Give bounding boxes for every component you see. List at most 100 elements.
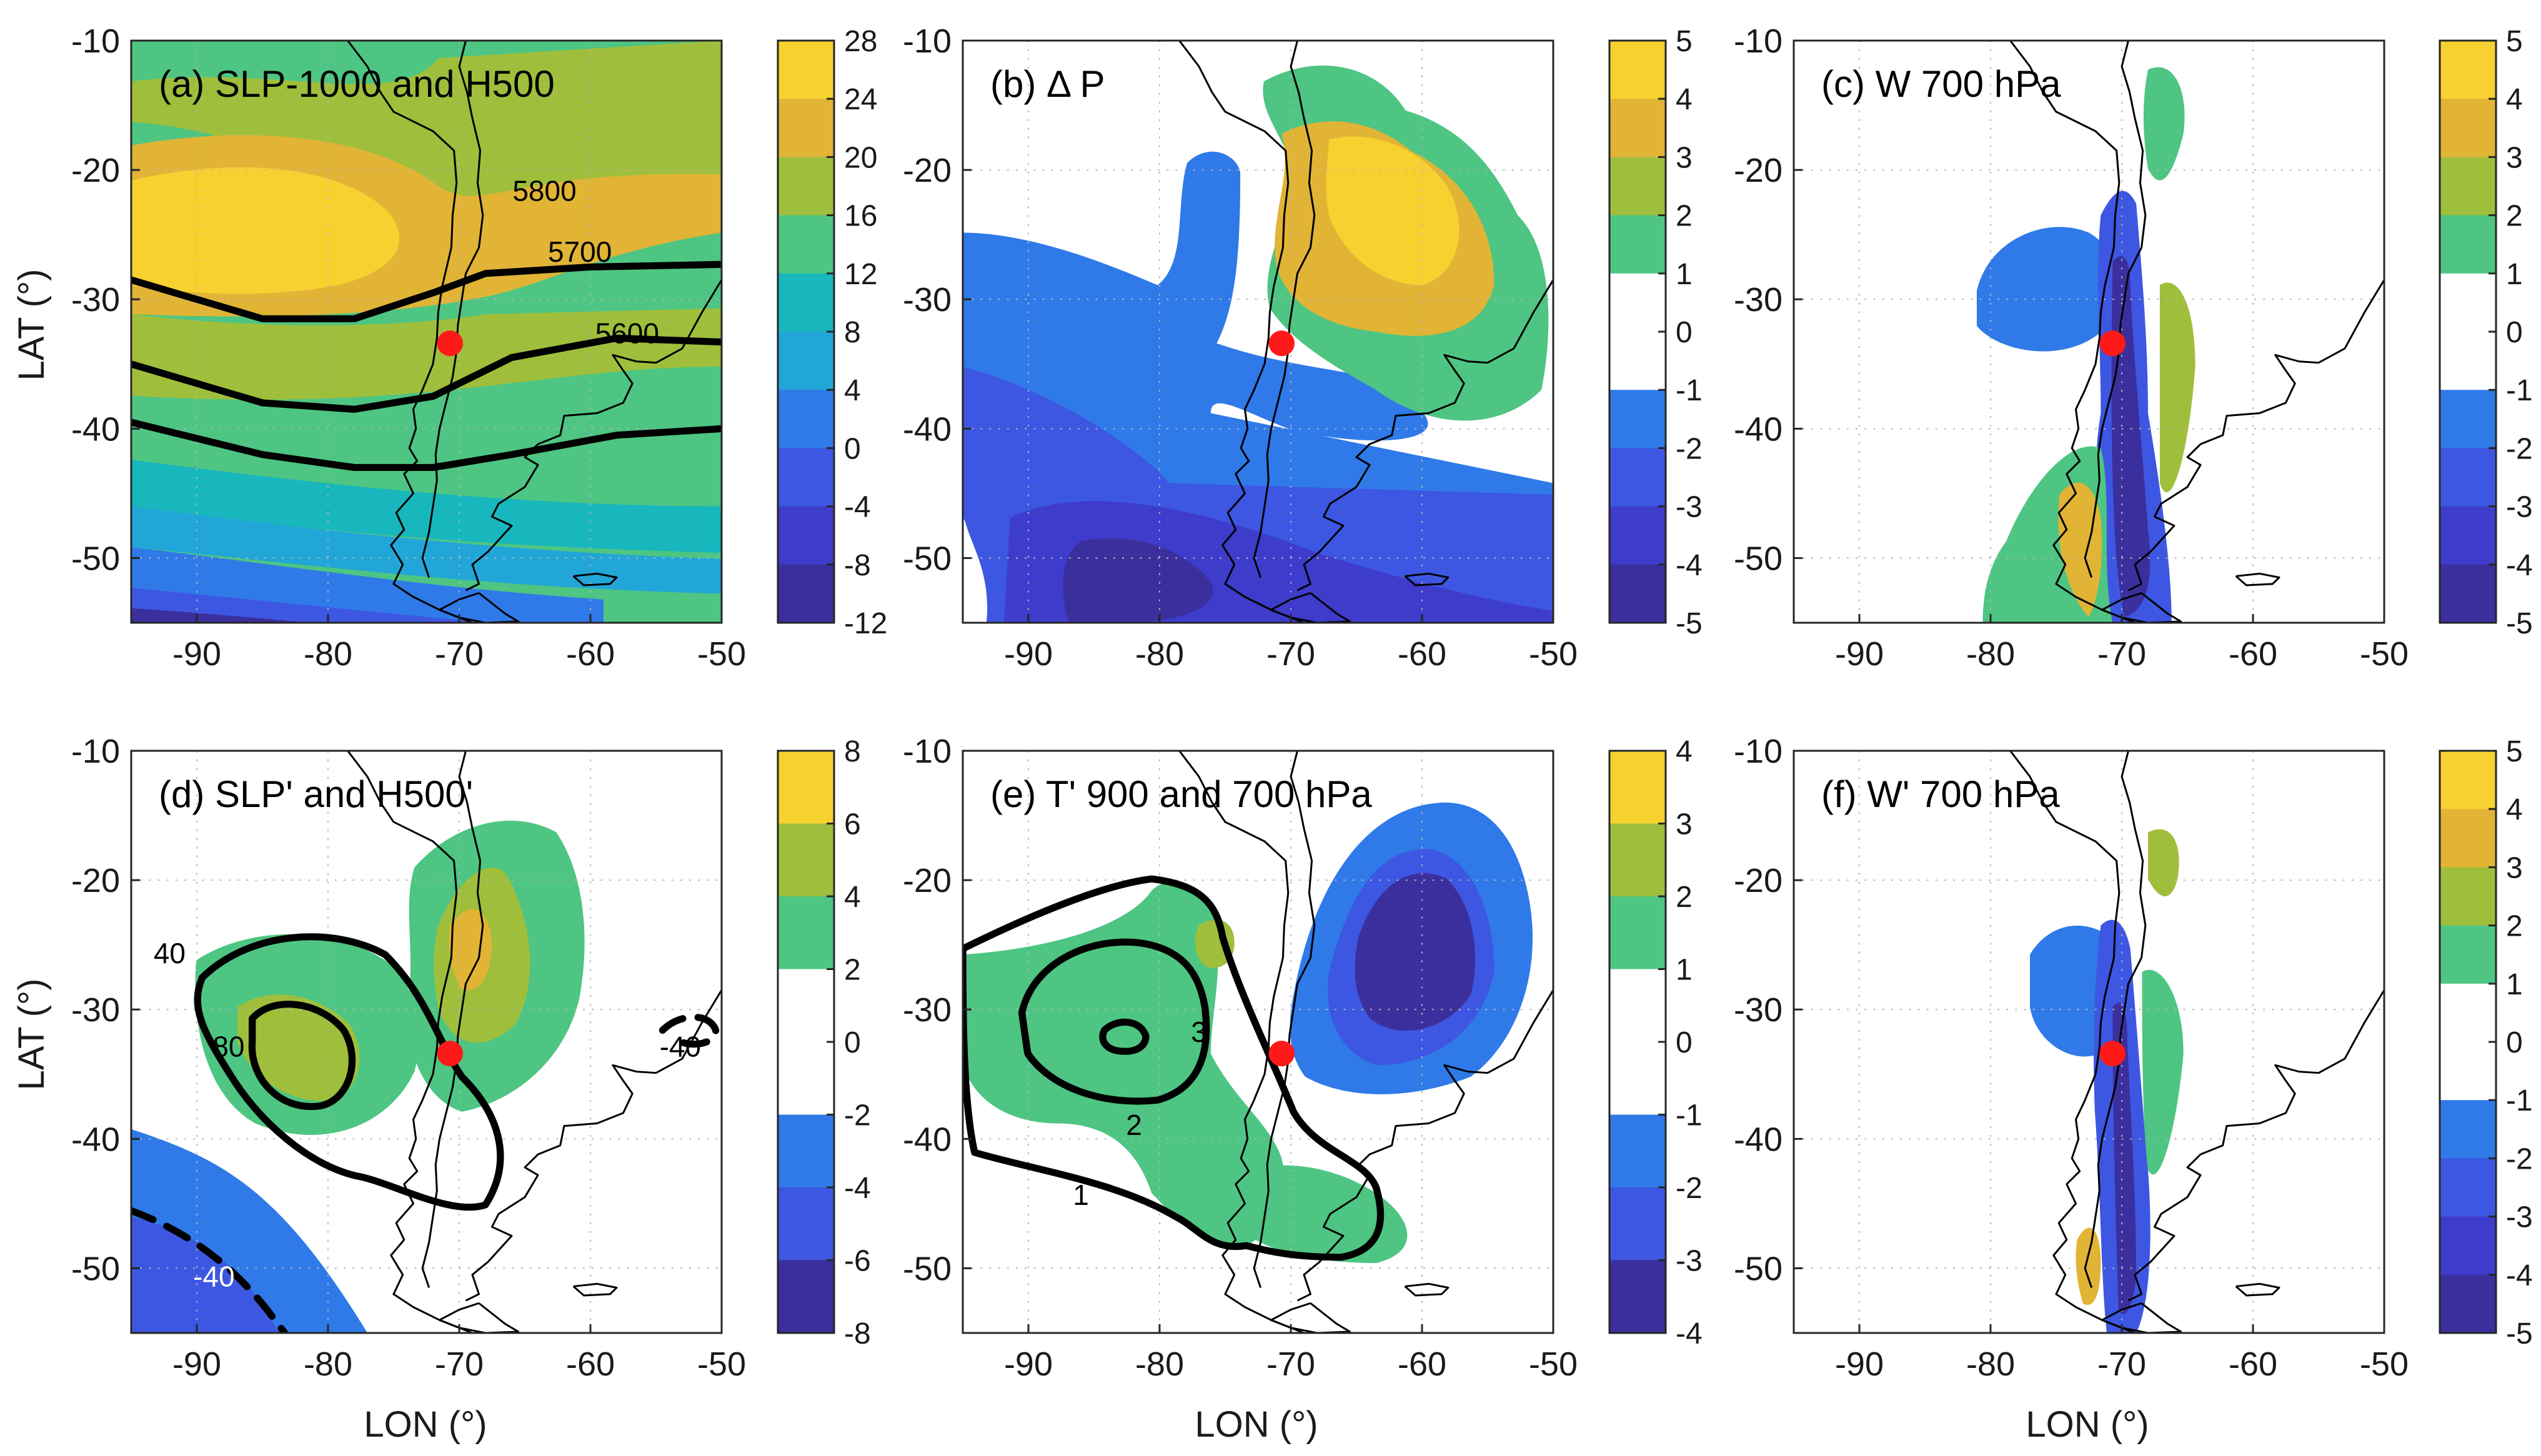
colorbar-tick-label: 1 <box>2506 258 2523 291</box>
x-tick-label: -90 <box>1004 1345 1053 1383</box>
y-tick-label: -10 <box>71 733 120 770</box>
field-e <box>963 802 1533 1264</box>
colorbar-tick-label: -4 <box>844 1172 871 1205</box>
x-tick-label: -60 <box>2229 635 2277 673</box>
colorbar-e: 4 3 2 1 0 -1 -2 -3 -4 <box>1608 735 1703 1350</box>
colorbar-segment <box>2440 1100 2496 1159</box>
colorbar-tick-label: 5 <box>1676 25 1693 58</box>
contour-d-neg40-east <box>659 1013 720 1048</box>
y-tick-label: -30 <box>1734 281 1783 319</box>
contour-d-40 <box>194 933 504 1211</box>
map-b <box>963 39 1554 623</box>
y-tick-label: -30 <box>71 991 120 1029</box>
coast-tierra-del-fuego <box>438 592 520 623</box>
panel-title-b: (b) Δ P <box>990 63 1105 105</box>
x-tick-label: -50 <box>1529 1345 1578 1383</box>
colorbar-tick-label: 4 <box>1676 735 1693 768</box>
y-tick-label: -20 <box>1734 862 1783 899</box>
colorbar-b: 5 4 3 2 1 0 -1 -2 -3 -4 -5 <box>1608 25 1703 640</box>
axes-frame-e <box>962 750 1554 1334</box>
location-marker <box>2099 330 2126 357</box>
field-a-band-4 <box>131 460 722 553</box>
colorbar-tick-label: 4 <box>2506 83 2523 116</box>
field-f-neg-blob <box>2030 925 2110 1057</box>
colorbar-segment <box>778 215 834 274</box>
colorbar-segment <box>778 564 834 623</box>
x-tick-label: -70 <box>435 635 484 673</box>
location-marker <box>437 330 464 357</box>
contour-label-e: 3 <box>1191 1016 1207 1048</box>
panel-b: -90 -80 -70 -60 -50-10-20-30-40-50(b) Δ P543… <box>903 22 1703 673</box>
colorbar-tick-label: -5 <box>2506 607 2533 640</box>
colorbar-tick-label: 1 <box>2506 968 2523 1001</box>
y-axis-title-bottom: LAT (°) <box>11 979 52 1091</box>
coast-west <box>1153 751 1330 1334</box>
y-tick-label: -10 <box>1734 733 1783 770</box>
colorbar-tick-label: -4 <box>1676 1317 1703 1350</box>
colorbar-tick-label: 0 <box>1676 1026 1693 1059</box>
coast-west <box>321 751 499 1334</box>
colorbar-segment <box>2440 1158 2496 1217</box>
border-andes <box>2084 751 2147 1288</box>
panel-title-c: (c) W 700 hPa <box>1821 63 2061 105</box>
colorbar-tick-label: 24 <box>844 83 877 116</box>
colorbar-tick-label: 2 <box>1676 881 1693 914</box>
axes-frame-c <box>1793 39 2385 624</box>
y-tick-label: -50 <box>903 1250 952 1287</box>
colorbar-segment <box>2440 332 2496 390</box>
coast-east <box>2127 279 2385 592</box>
colorbar-d: 8 6 4 2 0 -2 -4 -6 -8 <box>777 735 871 1350</box>
colorbar-segment <box>1609 751 1666 825</box>
x-tick-label: -60 <box>2229 1345 2277 1383</box>
colorbar-segment <box>778 157 834 216</box>
x-tick-label: -80 <box>1135 635 1184 673</box>
x-axis-title-e: LON (°) <box>1195 1404 1318 1445</box>
colorbar-segment <box>778 1260 834 1334</box>
colorbar-tick-label: -1 <box>1676 374 1703 407</box>
colorbar-segment <box>2440 751 2496 810</box>
x-tick-label: -60 <box>566 1345 615 1383</box>
contours-a <box>131 260 722 472</box>
colorbar-segment <box>2440 1216 2496 1275</box>
colorbar-tick-label: 1 <box>1676 258 1693 291</box>
field-c-neg-blob <box>1976 227 2119 352</box>
y-tick-label: -40 <box>1734 410 1783 448</box>
x-tick-label: -80 <box>1135 1345 1184 1383</box>
location-marker <box>1268 330 1295 357</box>
border-andes <box>421 41 484 578</box>
colorbar-segment <box>2440 215 2496 274</box>
field-c-lee-pos2 <box>2058 482 2102 617</box>
field-e-pos1-south <box>1237 1165 1408 1264</box>
field-b-neg4 <box>1063 538 1213 623</box>
coastline-f <box>1984 751 2385 1334</box>
colorbar-tick-label: -2 <box>2506 432 2533 465</box>
coast-tierra-del-fuego <box>2101 1302 2182 1334</box>
contour-label-e: 2 <box>1126 1109 1142 1141</box>
x-tick-label: -50 <box>697 635 746 673</box>
colorbar-segment <box>1609 157 1666 216</box>
colorbar-segment <box>2440 448 2496 507</box>
colorbar-tick-label: 2 <box>844 954 861 987</box>
field-a-band-8 <box>131 401 722 484</box>
coast-east <box>1296 279 1554 592</box>
colorbar-tick-label: -6 <box>844 1245 871 1278</box>
colorbar-tick-label: -3 <box>1676 1245 1703 1278</box>
colorbar-segment <box>1609 1260 1666 1334</box>
y-tick-label: -50 <box>71 1250 120 1287</box>
y-tick-label: -20 <box>903 152 952 189</box>
field-a <box>131 41 722 623</box>
field-a-band-m8 <box>131 588 486 623</box>
contour-a-5700 <box>131 334 722 413</box>
colorbar-segment <box>1609 564 1666 623</box>
x-tick-label: -60 <box>1398 635 1446 673</box>
contour-a-5800 <box>131 260 722 322</box>
colorbar-segment <box>2440 564 2496 623</box>
colorbar-segment <box>778 896 834 970</box>
colorbar-segment <box>1609 896 1666 970</box>
y-tick-label: -30 <box>1734 991 1783 1029</box>
y-tick-label: -40 <box>71 1121 120 1158</box>
border-andes <box>2084 41 2147 578</box>
contour-label-d: 80 <box>212 1030 244 1062</box>
x-tick-label: -70 <box>435 1345 484 1383</box>
